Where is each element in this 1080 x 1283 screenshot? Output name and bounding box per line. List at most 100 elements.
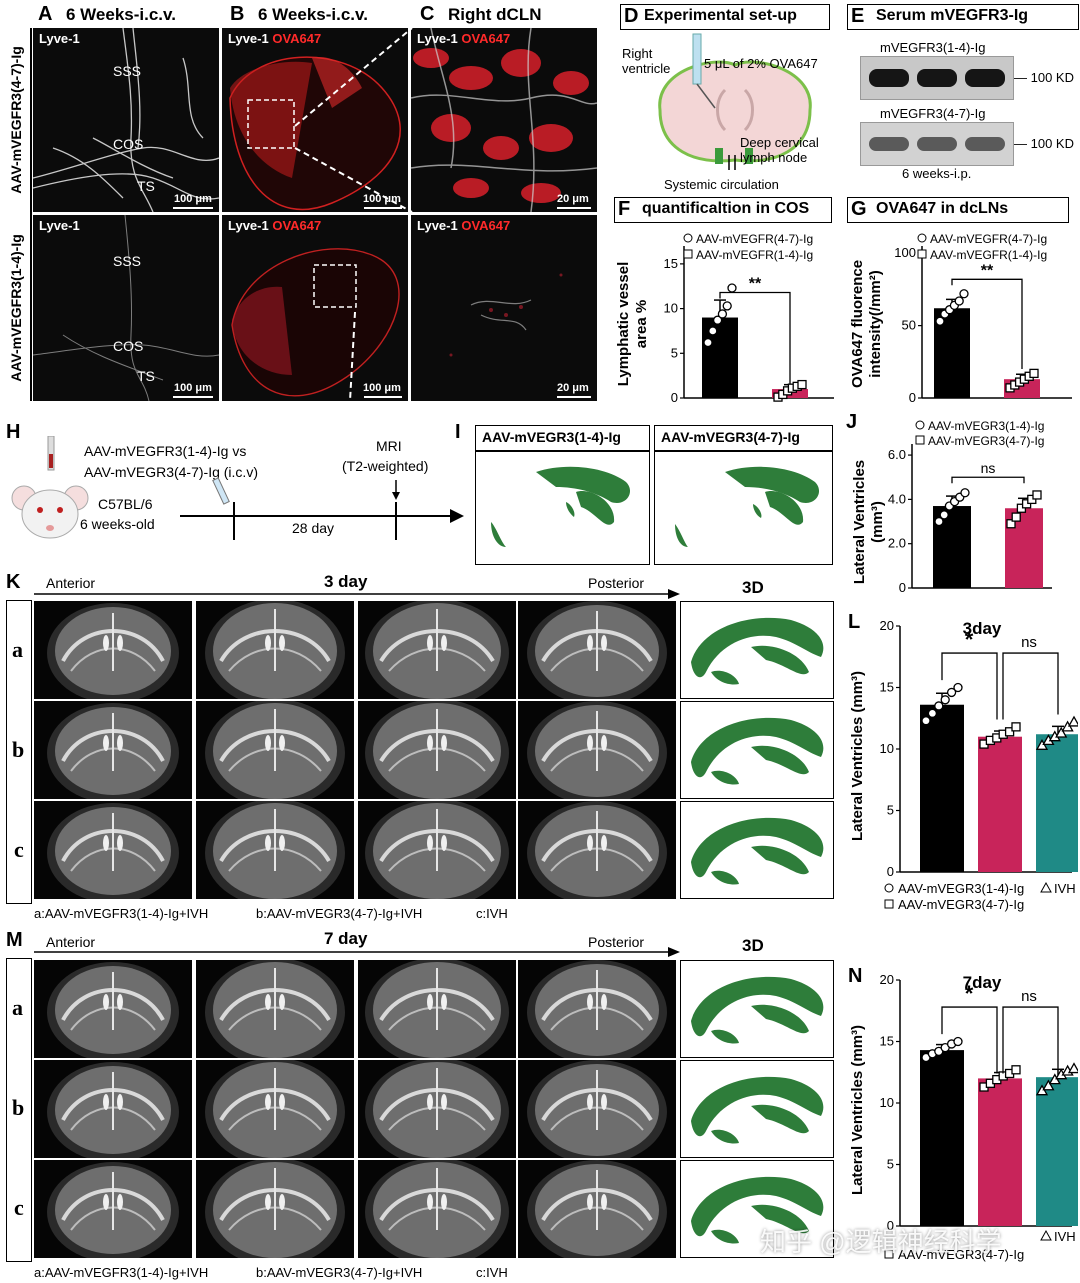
h-line2: AAV-mVEGR3(4-7)-Ig (i.c.v) (84, 464, 258, 480)
sig-bracket-1 (941, 652, 998, 720)
j-legend-1: AAV-mVEGR3(1-4)-Ig (928, 419, 1044, 433)
sig-bracket (951, 476, 1025, 484)
y-tick-label: 100 (894, 245, 916, 260)
panel-d-letter: D (624, 5, 639, 27)
scale-bar: 100 μm (174, 382, 212, 394)
sig-bracket (719, 291, 791, 384)
g-ylabel-2: intensity(/mm²) (867, 270, 884, 378)
panel-d-diagram (658, 33, 812, 170)
sig-label-1: * (965, 627, 974, 652)
data-point (921, 716, 931, 726)
k-caption-c: c:IVH (476, 906, 508, 921)
panel-g-header (847, 197, 1069, 223)
panel-e-header (847, 4, 1079, 30)
kd-label-2: — 100 KD (1014, 136, 1074, 151)
kd-label-1: — 100 KD (1014, 70, 1074, 85)
bar-1 (920, 704, 964, 872)
panel-j-letter: J (846, 411, 858, 433)
sig-label-2: ns (1021, 988, 1037, 1005)
data-point (1067, 1062, 1078, 1074)
legend-square (884, 1249, 894, 1259)
y-tick-label: 50 (902, 318, 916, 333)
sig-label-2: ns (1021, 634, 1037, 651)
right-ventricle-label: Right ventricle (622, 46, 671, 76)
k-anterior: Anterior (46, 575, 96, 591)
bar-2 (978, 1078, 1022, 1226)
injection-label: 5 μL of 2% OVA647 (704, 56, 818, 71)
legend-2: AAV-mVEGR3(4-7)-Ig (898, 897, 1024, 912)
data-point (954, 296, 964, 306)
panel-letter: L (848, 611, 860, 633)
h-mri2: (T2-weighted) (342, 458, 429, 474)
sss-label: SSS (113, 253, 142, 269)
bar-3 (1036, 1077, 1078, 1226)
data-point (959, 289, 969, 299)
image-a-bottom: Lyve-1 SSS COS TS 100 μm (33, 215, 219, 401)
chart-l: L 3day 0 5 10 15 20 Lateral Ventricles (mm³) * ns… (848, 611, 1078, 912)
bar-1 (920, 1050, 964, 1226)
y-tick-label: 15 (664, 256, 678, 271)
mri-slice (196, 801, 354, 899)
m-posterior: Posterior (588, 934, 645, 950)
image-a-top: Lyve-1 SSS COS TS 100 μm (33, 28, 219, 212)
mri-slice (34, 801, 192, 899)
data-point (1011, 1065, 1021, 1075)
mri-slice (358, 801, 516, 899)
h-age: 6 weeks-old (80, 516, 155, 532)
panel-letter: N (848, 965, 862, 987)
cos-label: COS (113, 136, 144, 152)
mri-slice (358, 1060, 516, 1158)
legend-circle (884, 883, 894, 893)
mri-slice (518, 601, 676, 699)
y-tick-label: 15 (880, 1034, 894, 1049)
k-caption-a: a:AAV-mVEGFR3(1-4)-Ig+IVH (34, 906, 209, 921)
chart-n: N 7day 0 5 10 15 20 Lateral Ventricles (mm³) * ns… (848, 965, 1078, 1262)
lyve-label: Lyve-1 (417, 31, 458, 46)
scale-bar: 100 μm (174, 193, 212, 205)
k-posterior: Posterior (588, 575, 645, 591)
h-mouse: C57BL/6 (98, 496, 153, 512)
y-tick-label: 0 (887, 1218, 894, 1233)
mri-slice (518, 801, 676, 899)
ventricle-3d-render (680, 1160, 834, 1258)
panel-g-letter: G (851, 198, 867, 220)
f-legend-1: AAV-mVEGFR(4-7)-Ig (696, 232, 813, 246)
f-legend-2: AAV-mVEGFR(1-4)-Ig (696, 248, 813, 262)
ova-label: OVA647 (272, 218, 322, 233)
m-day: 7 day (324, 929, 368, 948)
ova-label: OVA647 (272, 31, 322, 46)
timeline (180, 477, 464, 540)
data-point (708, 326, 718, 336)
sig-label: ns (981, 460, 996, 476)
m-anterior: Anterior (46, 934, 96, 950)
j-ylabel-1: Lateral Ventricles (851, 460, 868, 584)
panel-i-left-3d (475, 451, 650, 565)
sig-bracket-1 (941, 1006, 998, 1074)
legend-3: IVH (1054, 1229, 1076, 1244)
y-tick-label: 20 (880, 972, 894, 987)
y-tick-label: 0 (899, 580, 906, 595)
bar-3 (1036, 734, 1078, 872)
mri-slice (518, 701, 676, 799)
mri-slice (358, 601, 516, 699)
y-tick-label: 2.0 (888, 536, 906, 551)
panel-i-right-3d (654, 451, 833, 565)
g-legend-2: AAV-mVEGFR(1-4)-Ig (930, 248, 1047, 262)
y-tick-label: 20 (880, 618, 894, 633)
bar-2 (978, 736, 1022, 872)
legend-1: AAV-mVEGR3(1-4)-Ig (898, 881, 1024, 896)
legend-circle (917, 233, 927, 243)
image-b-bottom: Lyve-1 OVA647 100 μm (222, 215, 408, 401)
y-tick-label: 4.0 (888, 491, 906, 506)
mri-slice (518, 1060, 676, 1158)
mri-slice (34, 1160, 192, 1258)
h-mri: MRI (376, 438, 402, 454)
ova-label: OVA647 (461, 31, 511, 46)
mri-slice (518, 960, 676, 1058)
ventricle-3d-render (680, 1060, 834, 1158)
sig-label: ** (981, 262, 994, 279)
blot1-label: mVEGFR3(1-4)-Ig (880, 40, 986, 55)
data-point (939, 510, 949, 520)
data-point (1011, 722, 1021, 732)
panel-a-letter: A (38, 3, 53, 25)
